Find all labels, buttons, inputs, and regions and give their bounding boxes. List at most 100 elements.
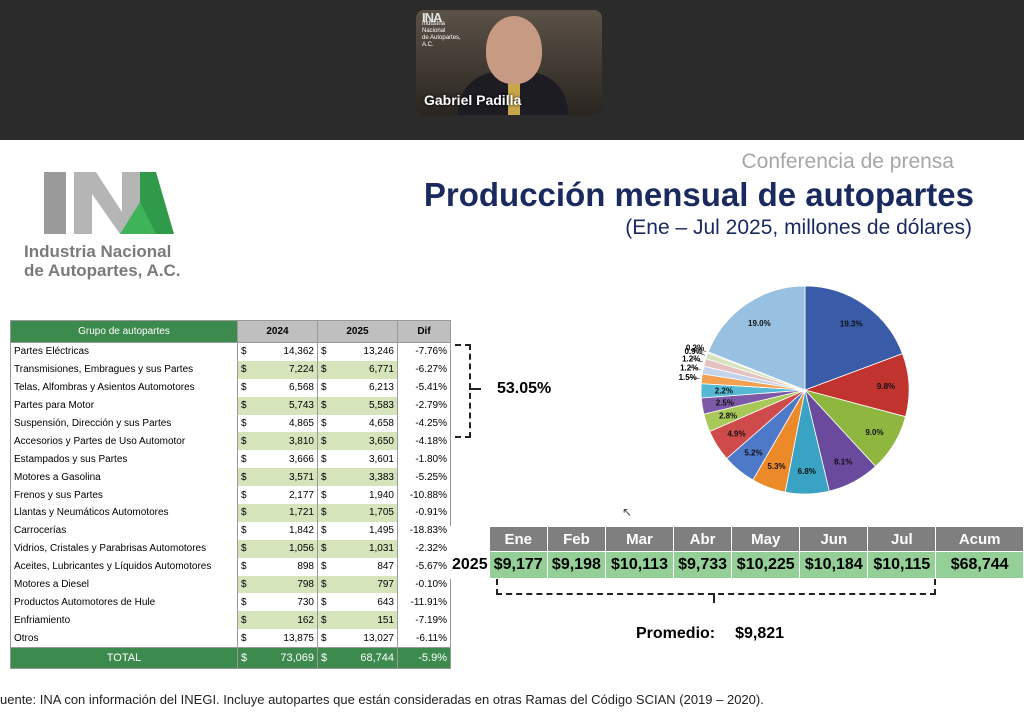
value-amount: 1,495 <box>368 525 394 537</box>
value-y2024: $7,224 <box>237 360 318 379</box>
dif-value: -10.88% <box>397 486 451 505</box>
group-name: Motores a Gasolina <box>10 468 238 487</box>
month-value-4: $10,225 <box>731 551 801 579</box>
value-y2025: $151 <box>317 611 398 630</box>
value-y2024: $898 <box>237 557 318 576</box>
participant-video-tile[interactable]: INA Industria Nacional de Autopartes, A.C.… <box>416 10 602 115</box>
value-y2025: $6,771 <box>317 360 398 379</box>
month-header-4: May <box>731 526 801 552</box>
total-row: TOTAL $73,069 $68,744 -5.9% <box>10 647 451 670</box>
currency-symbol: $ <box>241 382 247 394</box>
value-amount: 3,383 <box>368 471 394 483</box>
pie-label: 9.8% <box>877 382 895 391</box>
currency-symbol: $ <box>321 561 327 573</box>
currency-symbol: $ <box>321 346 327 358</box>
currency-symbol: $ <box>241 489 247 501</box>
value-amount: 4,658 <box>368 418 394 429</box>
value-amount: 6,213 <box>368 382 394 394</box>
dif-value: -5.67% <box>397 557 451 576</box>
value-amount: 151 <box>377 614 394 626</box>
pie-label: 19.3% <box>840 319 863 328</box>
pie-slice <box>804 285 903 391</box>
table-row: Llantas y Neumáticos Automotores $1,721 $1… <box>10 504 451 522</box>
currency-symbol: $ <box>321 489 327 501</box>
currency-symbol: $ <box>241 561 247 573</box>
dif-value: -7.76% <box>397 342 451 361</box>
month-value-0: $9,177 <box>488 551 548 579</box>
blank-header <box>450 526 490 552</box>
value-amount: 13,875 <box>283 632 314 644</box>
top-five-share: 53.05% <box>497 380 552 397</box>
table-row: Aceites, Lubricantes y Líquidos Automoto… <box>10 557 451 576</box>
average-label: Promedio: $9,821 <box>636 625 785 642</box>
pie-label: 0.9% <box>684 347 702 356</box>
total-amount: 73,069 <box>280 652 314 665</box>
total-dif: -5.9% <box>397 647 451 670</box>
group-name: Productos Automotores de Hule <box>10 593 238 612</box>
currency-symbol: $ <box>241 435 247 447</box>
value-y2024: $798 <box>237 575 318 594</box>
currency-symbol: $ <box>321 435 327 447</box>
col-header-dif: Dif <box>397 320 451 343</box>
value-amount: 7,224 <box>288 364 314 376</box>
value-amount: 5,743 <box>288 400 314 412</box>
group-name: Enfriamiento <box>10 611 238 630</box>
table-row: Productos Automotores de Hule $730 $643 -11… <box>10 593 451 612</box>
value-amount: 2,177 <box>288 489 314 501</box>
currency-symbol: $ <box>321 632 327 644</box>
value-amount: 847 <box>377 561 394 573</box>
month-header-7: Acum <box>935 526 1024 552</box>
dif-value: -4.25% <box>397 414 451 433</box>
currency-symbol: $ <box>321 596 327 608</box>
value-amount: 643 <box>377 596 394 608</box>
top-five-bracket <box>455 344 471 438</box>
col-header-2025: 2025 <box>317 320 398 343</box>
currency-symbol: $ <box>241 400 247 412</box>
table-row: Partes Eléctricas $14,362 $13,246 -7.76% <box>10 342 451 361</box>
autopartes-table: Grupo de autopartes 2024 2025 Dif Partes… <box>10 320 451 670</box>
group-name: Llantas y Neumáticos Automotores <box>10 504 238 522</box>
month-value-5: $10,184 <box>799 551 869 579</box>
pie-leader-line <box>689 367 702 370</box>
group-name: Aceites, Lubricantes y Líquidos Automoto… <box>10 557 238 576</box>
source-footnote: uente: INA con información del INEGI. In… <box>0 692 764 707</box>
value-y2025: $797 <box>317 575 398 594</box>
currency-symbol: $ <box>241 525 247 537</box>
pie-label: 2.5% <box>716 399 734 408</box>
currency-symbol: $ <box>321 652 328 665</box>
month-header-5: Jun <box>799 526 869 552</box>
dif-value: -6.27% <box>397 360 451 379</box>
total-y2024: $73,069 <box>237 647 318 670</box>
currency-symbol: $ <box>321 453 327 465</box>
currency-symbol: $ <box>241 453 247 465</box>
col-header-group: Grupo de autopartes <box>10 320 238 343</box>
group-name: Accesorios y Partes de Uso Automotor <box>10 432 238 451</box>
currency-symbol: $ <box>321 418 327 429</box>
table-row: Vidrios, Cristales y Parabrisas Automoto… <box>10 539 451 558</box>
value-y2024: $4,865 <box>237 414 318 433</box>
value-y2025: $1,940 <box>317 486 398 505</box>
month-value-6: $10,115 <box>867 551 937 579</box>
value-y2024: $162 <box>237 611 318 630</box>
col-header-2024: 2024 <box>237 320 318 343</box>
pie-label: 5.3% <box>767 462 785 471</box>
dif-value: -5.41% <box>397 378 451 397</box>
year-cell: 2025 <box>450 551 490 579</box>
value-amount: 6,568 <box>288 382 314 394</box>
dif-value: -4.18% <box>397 432 451 451</box>
month-value-2: $10,113 <box>605 551 674 579</box>
value-y2024: $1,842 <box>237 521 318 540</box>
group-name: Partes Eléctricas <box>10 342 238 361</box>
value-amount: 3,650 <box>368 435 394 447</box>
value-amount: 13,027 <box>363 632 394 644</box>
value-y2025: $643 <box>317 593 398 612</box>
currency-symbol: $ <box>241 418 247 429</box>
pie-label: 1.5% <box>679 373 697 382</box>
table-row: Enfriamiento $162 $151 -7.19% <box>10 611 451 630</box>
table-row: Carrocerías $1,842 $1,495 -18.83% <box>10 521 451 540</box>
value-amount: 3,810 <box>288 435 314 447</box>
value-y2025: $3,383 <box>317 468 398 487</box>
value-y2025: $4,658 <box>317 414 398 433</box>
currency-symbol: $ <box>241 652 248 665</box>
currency-symbol: $ <box>321 525 327 537</box>
